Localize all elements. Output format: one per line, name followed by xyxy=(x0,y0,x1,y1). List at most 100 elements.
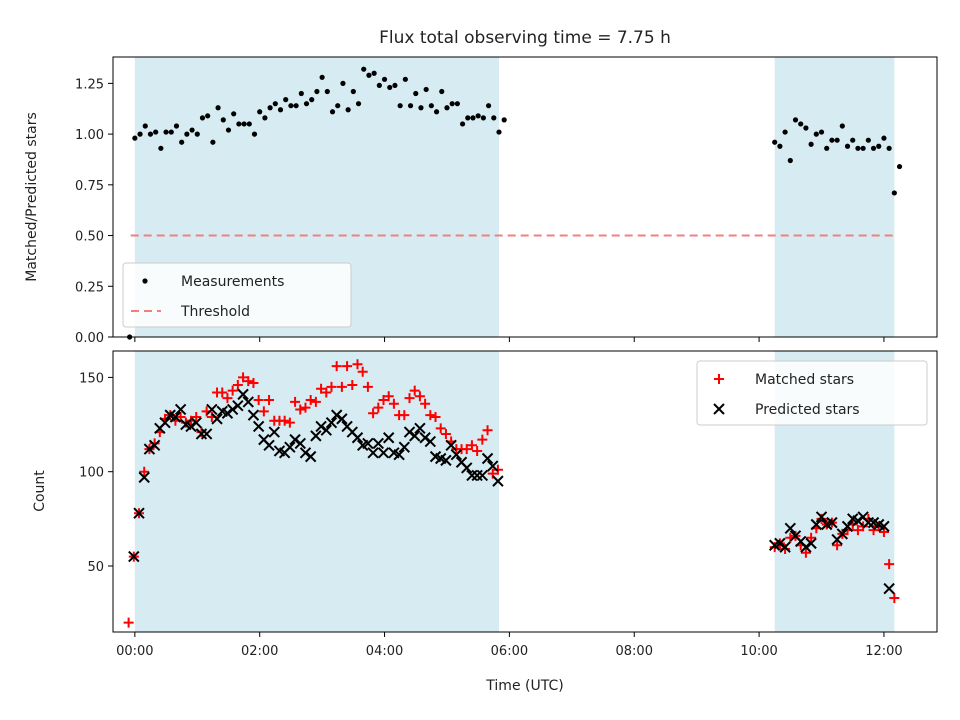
data-point xyxy=(889,593,900,604)
data-point xyxy=(362,437,374,450)
data-point xyxy=(220,117,226,123)
data-point xyxy=(147,131,154,137)
data-point xyxy=(300,402,311,413)
data-point xyxy=(404,393,415,404)
y-axis-label: Count xyxy=(32,470,48,512)
data-point xyxy=(800,547,811,558)
data-point xyxy=(782,129,788,135)
legend-label: Predicted stars xyxy=(755,402,860,418)
plot-frame xyxy=(112,56,938,338)
data-point xyxy=(289,433,301,446)
data-point xyxy=(850,137,856,143)
data-point xyxy=(472,445,483,456)
data-point xyxy=(409,385,420,396)
data-point xyxy=(290,396,301,407)
data-point xyxy=(476,469,489,482)
data-point xyxy=(382,432,395,444)
data-point xyxy=(315,420,327,433)
data-point xyxy=(774,537,786,550)
data-point xyxy=(325,416,338,429)
data-point xyxy=(470,115,476,121)
data-point xyxy=(304,450,317,463)
data-point xyxy=(159,416,171,429)
data-point xyxy=(350,88,356,95)
data-point xyxy=(320,424,332,436)
data-point xyxy=(398,441,411,453)
data-point xyxy=(855,145,861,151)
data-point xyxy=(299,447,312,459)
data-point xyxy=(491,115,497,121)
data-point xyxy=(237,388,249,401)
data-point xyxy=(191,412,202,423)
data-point xyxy=(329,109,336,115)
data-point xyxy=(805,537,817,550)
data-point xyxy=(149,438,160,449)
data-point xyxy=(780,544,791,555)
data-point xyxy=(423,86,429,93)
data-point xyxy=(409,430,421,442)
data-point xyxy=(816,513,827,524)
data-point xyxy=(367,447,379,459)
chart-title: Flux total observing time = 7.75 h xyxy=(379,28,671,48)
y-tick-label: 0.75 xyxy=(75,179,104,194)
data-point xyxy=(310,396,321,407)
data-point xyxy=(123,617,134,628)
data-point xyxy=(425,410,436,421)
data-point xyxy=(288,103,294,109)
x-tick-label: 04:00 xyxy=(366,644,403,659)
data-point xyxy=(137,131,143,137)
data-point xyxy=(884,559,895,570)
data-point xyxy=(238,372,249,383)
data-point xyxy=(272,101,278,107)
data-point xyxy=(465,115,471,121)
data-point xyxy=(158,145,164,151)
data-point xyxy=(366,72,372,78)
data-point xyxy=(428,103,434,109)
data-point xyxy=(876,143,882,149)
data-point xyxy=(372,437,385,450)
data-point xyxy=(330,409,343,421)
data-point xyxy=(397,103,403,109)
data-point xyxy=(852,515,864,527)
data-point xyxy=(251,131,258,137)
data-point xyxy=(184,131,190,137)
data-point xyxy=(153,129,159,135)
data-point xyxy=(800,541,812,553)
data-point xyxy=(449,101,455,107)
data-point xyxy=(143,443,156,455)
data-point xyxy=(336,413,348,425)
data-point xyxy=(335,103,341,109)
data-point xyxy=(891,190,897,196)
data-point xyxy=(826,516,838,529)
data-point xyxy=(283,97,289,103)
data-point xyxy=(803,125,809,131)
data-point xyxy=(226,403,239,416)
data-point xyxy=(163,129,169,135)
data-point xyxy=(784,522,797,534)
data-point xyxy=(461,444,472,455)
data-point xyxy=(242,396,254,408)
panel-counts: 50 100 150 00:00 02:00 04:00 06:00 08:00 10:00 12… xyxy=(32,350,938,659)
data-point xyxy=(813,131,819,137)
legend-label: Threshold xyxy=(180,304,250,320)
data-point xyxy=(362,381,373,392)
data-point xyxy=(439,88,445,95)
data-point xyxy=(371,70,377,76)
data-point xyxy=(839,123,845,129)
data-point xyxy=(387,84,393,91)
data-point xyxy=(231,111,237,117)
data-point xyxy=(466,440,477,451)
data-point xyxy=(420,398,431,409)
y-tick-label: 1.25 xyxy=(75,77,104,92)
data-point xyxy=(199,115,206,121)
data-point xyxy=(345,107,351,113)
data-point xyxy=(865,137,871,143)
x-tick-label: 10:00 xyxy=(740,644,777,659)
data-point xyxy=(862,516,875,529)
data-point xyxy=(792,117,799,123)
data-point xyxy=(248,378,259,389)
x-tick-label: 08:00 xyxy=(616,644,653,659)
data-point xyxy=(844,143,851,149)
y-tick-label: 50 xyxy=(87,560,104,575)
